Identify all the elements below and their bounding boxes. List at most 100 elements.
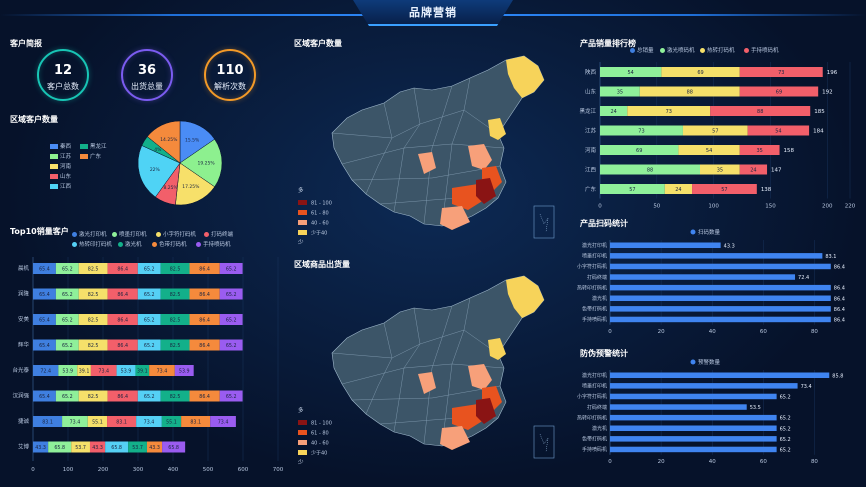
scan-chart: 扫码数量 0 20 40 60 80 激光打印机 43.3 喷墨打印机 83.1 小字符打码机 86.… (577, 228, 845, 335)
category-label: 陕西 (585, 68, 597, 76)
bar-value: 69 (776, 90, 782, 96)
bar-value: 65.2 (780, 416, 791, 422)
bar-value: 82.5 (88, 394, 99, 400)
ranking-title: 产品销量排行榜 (580, 39, 636, 48)
region-fill (468, 144, 492, 170)
stat-value: 12 (53, 63, 73, 78)
province-border (393, 87, 421, 213)
category-label: 辉华 (18, 341, 30, 349)
bar-value: 86.4 (834, 265, 845, 271)
bar-segment (105, 441, 129, 453)
category-label: 色带打码机 (582, 436, 607, 443)
map-legend-swatch (298, 220, 307, 225)
bar-segment (747, 125, 810, 136)
customer-brief-title: 客户简报 (10, 39, 42, 48)
bar-segment (62, 416, 88, 427)
bar-value: 65.4 (39, 292, 50, 298)
bar-segment (48, 441, 72, 453)
stat-label: 出货总量 (131, 82, 163, 91)
legend-item: 喷墨打印机 (112, 230, 147, 238)
bar-value: 86.4 (199, 343, 210, 349)
category-label: 润隆 (18, 290, 30, 298)
bar-segment (600, 184, 665, 194)
bar-total: 196 (827, 70, 838, 76)
region-fill (476, 178, 496, 204)
bar-segment (55, 314, 79, 325)
bar-value: 53.9 (179, 369, 190, 375)
province-border (351, 385, 501, 401)
bar-value: 83.1 (190, 420, 201, 426)
bar-segment (33, 365, 59, 376)
stat-value: 110 (216, 63, 244, 78)
bar-value: 82.5 (88, 292, 99, 298)
bar-value: 88 (647, 168, 653, 174)
bar-segment (160, 339, 190, 351)
bar-value: 65.2 (226, 394, 237, 400)
bar-value: 55.1 (166, 420, 177, 426)
legend-dot (196, 242, 201, 247)
region-fill (440, 206, 470, 230)
tick-label: 200 (822, 204, 833, 210)
bar-value: 53.7 (75, 445, 86, 451)
tick-label: 40 (709, 459, 716, 465)
tick-label: 0 (31, 467, 35, 473)
legend-label: 江苏 (60, 154, 72, 160)
pie-label: 4% (154, 147, 162, 153)
tick-label: 200 (98, 467, 109, 473)
bar-segment (161, 416, 182, 427)
bar-segment (137, 339, 161, 351)
bar-segment (33, 416, 63, 427)
south-sea-islands (539, 213, 549, 233)
legend-label: 河南 (60, 164, 72, 170)
legend-dot (690, 229, 696, 235)
legend-item: 激光打印机 (72, 230, 107, 238)
bar-segment (33, 263, 56, 274)
bar-value: 86.4 (199, 292, 210, 298)
bar (610, 295, 831, 301)
legend-dot (72, 242, 77, 247)
bar-segment (174, 365, 194, 376)
legend-item: 热转印打码机 (72, 240, 112, 248)
tick-label: 20 (658, 329, 665, 335)
bar-segment (33, 441, 49, 453)
bar-value: 83.1 (825, 254, 836, 260)
bar-value: 39.1 (79, 369, 90, 375)
bar-segment (135, 365, 150, 376)
tick-label: 0 (598, 204, 602, 210)
bar-value: 35 (717, 168, 723, 174)
legend-dot (118, 242, 123, 247)
ranking-chart: 0 50 100 150 200 220 陕西 54 69 73 196 山东 35 88 69 192 黑龙江… (579, 62, 856, 210)
pie-slice (146, 120, 181, 164)
category-label: 热转印打码机 (577, 284, 607, 291)
bar-segment (678, 145, 740, 155)
category-label: 激光机 (592, 425, 607, 432)
map-legend-label: 61 - 80 (311, 211, 329, 217)
pie-legend-item: 广东 (80, 152, 101, 160)
bar-segment (600, 164, 700, 175)
bar-value: 86.4 (834, 307, 845, 313)
china-map-customers: 多 81 - 100 61 - 80 40 - 60 少于40 少 (298, 55, 555, 246)
bar-value: 86.4 (199, 318, 210, 324)
bar (610, 393, 777, 400)
bar (610, 316, 831, 323)
legend-swatch (80, 154, 88, 159)
top10-chart: 0 100 200 300 400 500 600 700 晨机 65.4 65.2 82.5 86.4… (12, 257, 284, 473)
legend-label: 激光喷码机 (667, 48, 695, 54)
legend-label: 预警数量 (698, 358, 721, 366)
bar-value: 65.2 (226, 318, 237, 324)
tick-label: 100 (708, 204, 719, 210)
legend-swatch (50, 154, 58, 159)
legend-item: 小字符打码机 (156, 230, 196, 238)
bar-value: 73 (666, 109, 672, 115)
bar-segment (739, 164, 768, 175)
region-fill (476, 398, 496, 424)
bar-segment (219, 263, 243, 274)
tick-label: 100 (63, 467, 74, 473)
bar (610, 404, 747, 410)
bar-segment (78, 263, 108, 274)
bar-value: 82.5 (170, 394, 181, 400)
bar-total: 192 (822, 90, 833, 96)
region-fill (418, 152, 436, 174)
province-border (351, 165, 501, 181)
bar-segment (137, 314, 161, 325)
